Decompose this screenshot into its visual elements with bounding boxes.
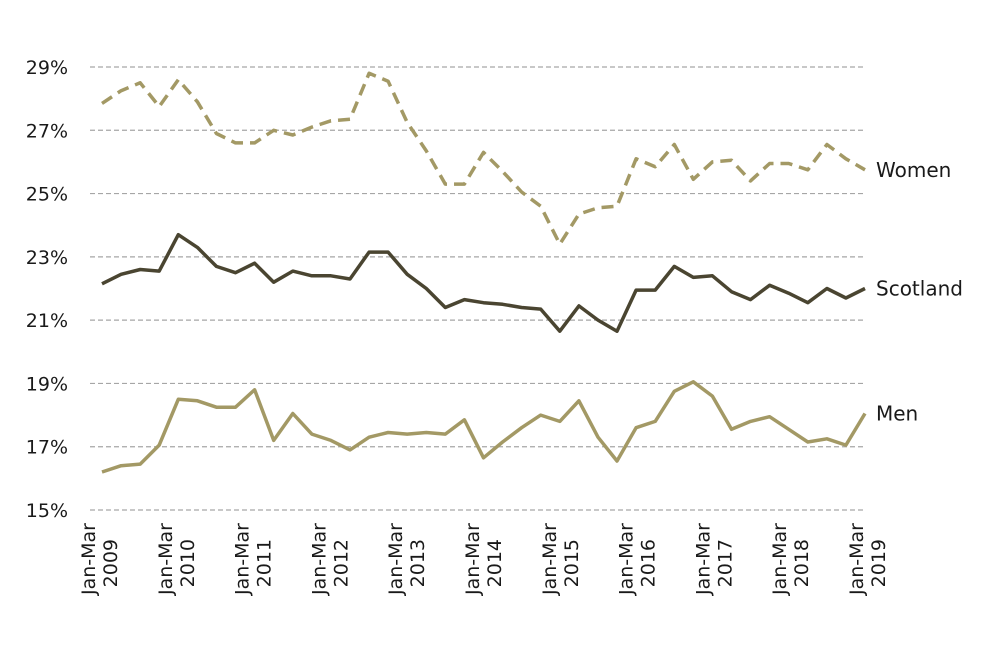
- y-tick-label: 21%: [26, 310, 68, 332]
- y-tick-label: 25%: [26, 184, 68, 206]
- x-tick-year: 2019: [868, 539, 890, 587]
- x-tick-label: Jan-Mar 2015: [539, 523, 583, 596]
- series-line-scotland: [101, 232, 866, 333]
- x-tick-period: Jan-Mar: [385, 523, 407, 596]
- x-tick-label: Jan-Mar 2019: [846, 523, 890, 596]
- x-tick-label: Jan-Mar 2017: [692, 523, 736, 596]
- x-axis-ticks: Jan-Mar 2009 Jan-Mar 2010 Jan-Mar 2011 Jan-Mar…: [78, 523, 890, 596]
- x-tick-period: Jan-Mar: [232, 523, 254, 596]
- x-tick-period: Jan-Mar: [616, 523, 638, 596]
- x-tick-label: Jan-Mar 2016: [616, 523, 660, 596]
- x-tick-period: Jan-Mar: [846, 523, 868, 596]
- x-tick-label: Jan-Mar 2012: [308, 523, 352, 596]
- x-tick-year: 2018: [791, 539, 813, 587]
- y-tick-label: 15%: [26, 500, 68, 522]
- series-label-women: Women: [876, 158, 951, 182]
- series-labels: Women Scotland Men: [876, 158, 963, 426]
- x-tick-label: Jan-Mar 2013: [385, 523, 429, 596]
- x-tick-period: Jan-Mar: [78, 523, 100, 596]
- y-tick-label: 29%: [26, 57, 68, 79]
- x-tick-period: Jan-Mar: [692, 523, 714, 596]
- x-tick-year: 2016: [638, 539, 660, 587]
- y-tick-label: 27%: [26, 120, 68, 142]
- x-tick-label: Jan-Mar 2014: [462, 523, 506, 596]
- series-lines: [101, 71, 867, 474]
- x-tick-period: Jan-Mar: [308, 523, 330, 596]
- x-tick-year: 2009: [100, 539, 122, 587]
- x-tick-period: Jan-Mar: [769, 523, 791, 596]
- x-tick-year: 2017: [714, 539, 736, 587]
- x-tick-label: Jan-Mar 2018: [769, 523, 813, 596]
- y-tick-label: 19%: [26, 373, 68, 395]
- x-tick-year: 2014: [484, 539, 506, 587]
- x-tick-period: Jan-Mar: [539, 523, 561, 596]
- x-tick-year: 2015: [561, 539, 583, 587]
- x-tick-year: 2012: [330, 539, 352, 587]
- x-tick-year: 2010: [177, 539, 199, 587]
- y-tick-label: 17%: [26, 437, 68, 459]
- y-tick-label: 23%: [26, 247, 68, 269]
- series-label-men: Men: [876, 401, 918, 425]
- x-tick-period: Jan-Mar: [155, 523, 177, 596]
- series-line-men: [101, 380, 867, 474]
- x-tick-year: 2013: [407, 539, 429, 587]
- series-label-scotland: Scotland: [876, 277, 963, 301]
- series-line-women: [101, 71, 866, 246]
- x-tick-year: 2011: [254, 539, 276, 587]
- x-tick-period: Jan-Mar: [462, 523, 484, 596]
- y-axis-ticks: 15% 17% 19% 21% 23% 25% 27% 29%: [26, 57, 68, 522]
- x-tick-label: Jan-Mar 2009: [78, 523, 122, 596]
- x-tick-label: Jan-Mar 2010: [155, 523, 199, 596]
- x-tick-label: Jan-Mar 2011: [232, 523, 276, 596]
